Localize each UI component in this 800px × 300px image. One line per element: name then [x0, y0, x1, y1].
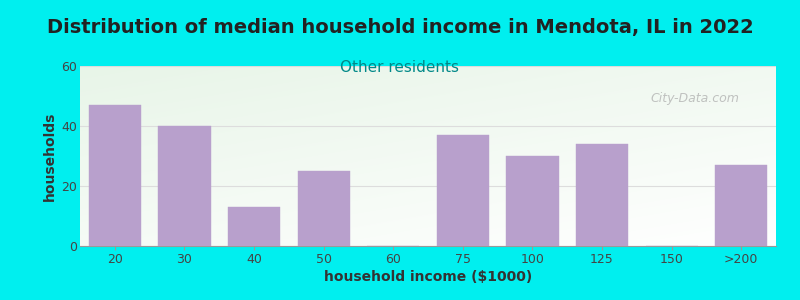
Bar — [158, 126, 210, 246]
Bar — [298, 171, 350, 246]
Bar — [506, 156, 558, 246]
Bar — [715, 165, 767, 246]
Bar — [89, 105, 141, 246]
Bar — [228, 207, 280, 246]
Y-axis label: households: households — [43, 111, 57, 201]
X-axis label: household income ($1000): household income ($1000) — [324, 270, 532, 284]
Text: Distribution of median household income in Mendota, IL in 2022: Distribution of median household income … — [46, 18, 754, 37]
Bar — [576, 144, 628, 246]
Text: City-Data.com: City-Data.com — [650, 92, 739, 105]
Text: Other residents: Other residents — [341, 60, 459, 75]
Bar — [437, 135, 489, 246]
